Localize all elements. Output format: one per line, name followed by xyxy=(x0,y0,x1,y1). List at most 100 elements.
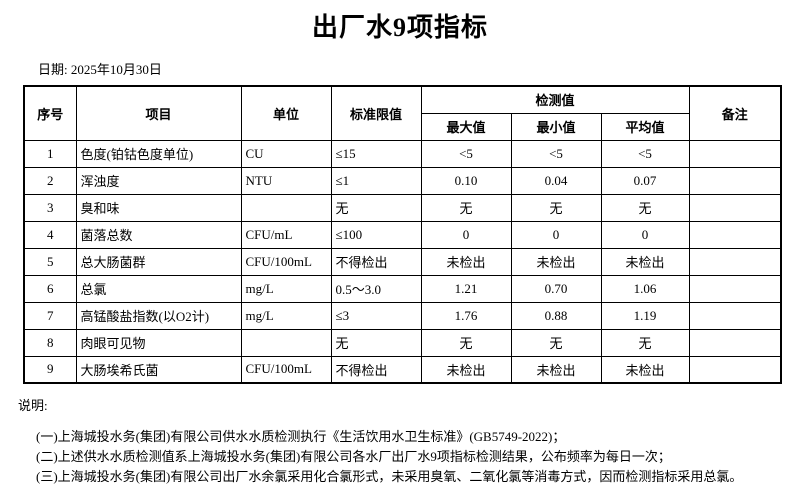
cell-min: <5 xyxy=(510,139,602,168)
cell-item: 色度(铂钴色度单位) xyxy=(75,139,242,168)
header-max: 最大值 xyxy=(420,112,512,141)
cell-no: 1 xyxy=(23,139,77,168)
cell-remark xyxy=(688,166,782,195)
cell-item: 浑浊度 xyxy=(75,166,242,195)
cell-no: 2 xyxy=(23,166,77,195)
note-line-1: (一)上海城投水务(集团)有限公司供水水质检测执行《生活饮用水卫生标准》(GB5… xyxy=(36,429,566,444)
cell-unit xyxy=(240,193,332,222)
cell-avg: 未检出 xyxy=(600,355,690,384)
cell-remark xyxy=(688,328,782,357)
indicators-table: 序号 项目 单位 标准限值 检测值 备注 最大值 最小值 平均值 1 色度(铂钴… xyxy=(23,85,783,384)
note-line-3: (三)上海城投水务(集团)有限公司出厂水余氯采用化合氯形式，未采用臭氧、二氧化氯… xyxy=(36,469,743,484)
table-row: 1 色度(铂钴色度单位) CU ≤15 <5 <5 <5 xyxy=(23,139,782,168)
cell-avg: 无 xyxy=(600,193,690,222)
cell-max: 0 xyxy=(420,220,512,249)
cell-max: 0.10 xyxy=(420,166,512,195)
cell-limit: 无 xyxy=(330,328,422,357)
cell-max: 无 xyxy=(420,193,512,222)
cell-avg: 1.06 xyxy=(600,274,690,303)
cell-min: 0.88 xyxy=(510,301,602,330)
cell-no: 4 xyxy=(23,220,77,249)
cell-min: 未检出 xyxy=(510,247,602,276)
cell-limit: 无 xyxy=(330,193,422,222)
cell-no: 6 xyxy=(23,274,77,303)
cell-item: 臭和味 xyxy=(75,193,242,222)
table-row: 7 高锰酸盐指数(以O2计) mg/L ≤3 1.76 0.88 1.19 xyxy=(23,301,782,330)
cell-max: 未检出 xyxy=(420,247,512,276)
note-line-2: (二)上述供水水质检测值系上海城投水务(集团)有限公司各水厂出厂水9项指标检测结… xyxy=(36,449,671,464)
header-unit: 单位 xyxy=(240,85,332,141)
cell-limit: ≤3 xyxy=(330,301,422,330)
notes-label: 说明: xyxy=(18,398,48,413)
cell-avg: <5 xyxy=(600,139,690,168)
cell-limit: 不得检出 xyxy=(330,247,422,276)
header-limit: 标准限值 xyxy=(330,85,422,141)
cell-min: 未检出 xyxy=(510,355,602,384)
cell-item: 肉眼可见物 xyxy=(75,328,242,357)
cell-avg: 0.07 xyxy=(600,166,690,195)
cell-limit: 0.5～3.0 xyxy=(330,274,422,303)
cell-no: 5 xyxy=(23,247,77,276)
cell-no: 3 xyxy=(23,193,77,222)
cell-remark xyxy=(688,139,782,168)
cell-item: 菌落总数 xyxy=(75,220,242,249)
cell-remark xyxy=(688,247,782,276)
header-min: 最小值 xyxy=(510,112,602,141)
table-row: 6 总氯 mg/L 0.5～3.0 1.21 0.70 1.06 xyxy=(23,274,782,303)
cell-remark xyxy=(688,355,782,384)
cell-min: 0.04 xyxy=(510,166,602,195)
header-row-2: 最大值 最小值 平均值 xyxy=(24,112,781,141)
header-avg: 平均值 xyxy=(600,112,690,141)
cell-limit: ≤15 xyxy=(330,139,422,168)
cell-avg: 无 xyxy=(600,328,690,357)
cell-limit: ≤1 xyxy=(330,166,422,195)
cell-avg: 1.19 xyxy=(600,301,690,330)
cell-unit: NTU xyxy=(240,166,332,195)
table-row: 9 大肠埃希氏菌 CFU/100mL 不得检出 未检出 未检出 未检出 xyxy=(23,355,782,384)
cell-unit: CU xyxy=(240,139,332,168)
cell-item: 总氯 xyxy=(75,274,242,303)
cell-no: 9 xyxy=(23,355,77,384)
header-index: 序号 xyxy=(23,85,77,141)
table-row: 8 肉眼可见物 无 无 无 无 xyxy=(23,328,782,357)
cell-max: 无 xyxy=(420,328,512,357)
cell-remark xyxy=(688,274,782,303)
cell-unit xyxy=(240,328,332,357)
cell-unit: CFU/100mL xyxy=(240,247,332,276)
cell-limit: ≤100 xyxy=(330,220,422,249)
header-detection: 检测值 xyxy=(420,85,690,114)
header-item: 项目 xyxy=(75,85,242,141)
header-remark: 备注 xyxy=(688,85,782,141)
notes-list: (一)上海城投水务(集团)有限公司供水水质检测执行《生活饮用水卫生标准》(GB5… xyxy=(36,427,800,487)
cell-max: 未检出 xyxy=(420,355,512,384)
date-value: 2025年10月30日 xyxy=(70,62,162,77)
table-row: 5 总大肠菌群 CFU/100mL 不得检出 未检出 未检出 未检出 xyxy=(23,247,782,276)
cell-remark xyxy=(688,220,782,249)
table-header: 序号 项目 单位 标准限值 检测值 备注 最大值 最小值 平均值 xyxy=(23,85,782,141)
cell-no: 8 xyxy=(23,328,77,357)
cell-remark xyxy=(688,301,782,330)
notes-section: 说明: (一)上海城投水务(集团)有限公司供水水质检测执行《生活饮用水卫生标准》… xyxy=(18,395,800,487)
header-row-1: 序号 项目 单位 标准限值 检测值 备注 xyxy=(23,85,782,141)
table-row: 2 浑浊度 NTU ≤1 0.10 0.04 0.07 xyxy=(23,166,782,195)
cell-unit: mg/L xyxy=(240,274,332,303)
table-row: 3 臭和味 无 无 无 无 xyxy=(23,193,782,222)
cell-min: 0.70 xyxy=(510,274,602,303)
cell-avg: 0 xyxy=(600,220,690,249)
cell-min: 无 xyxy=(510,328,602,357)
cell-min: 无 xyxy=(510,193,602,222)
cell-item: 大肠埃希氏菌 xyxy=(75,355,242,384)
cell-unit: CFU/mL xyxy=(240,220,332,249)
table-row: 4 菌落总数 CFU/mL ≤100 0 0 0 xyxy=(23,220,782,249)
cell-unit: CFU/100mL xyxy=(240,355,332,384)
report-date: 日期: 2025年10月30日 xyxy=(38,59,800,77)
cell-item: 总大肠菌群 xyxy=(75,247,242,276)
table-body: 1 色度(铂钴色度单位) CU ≤15 <5 <5 <5 2 浑浊度 NTU ≤… xyxy=(23,139,782,384)
cell-unit: mg/L xyxy=(240,301,332,330)
cell-min: 0 xyxy=(510,220,602,249)
cell-max: 1.21 xyxy=(420,274,512,303)
cell-limit: 不得检出 xyxy=(330,355,422,384)
cell-avg: 未检出 xyxy=(600,247,690,276)
page-title: 出厂水9项指标 xyxy=(311,13,488,42)
